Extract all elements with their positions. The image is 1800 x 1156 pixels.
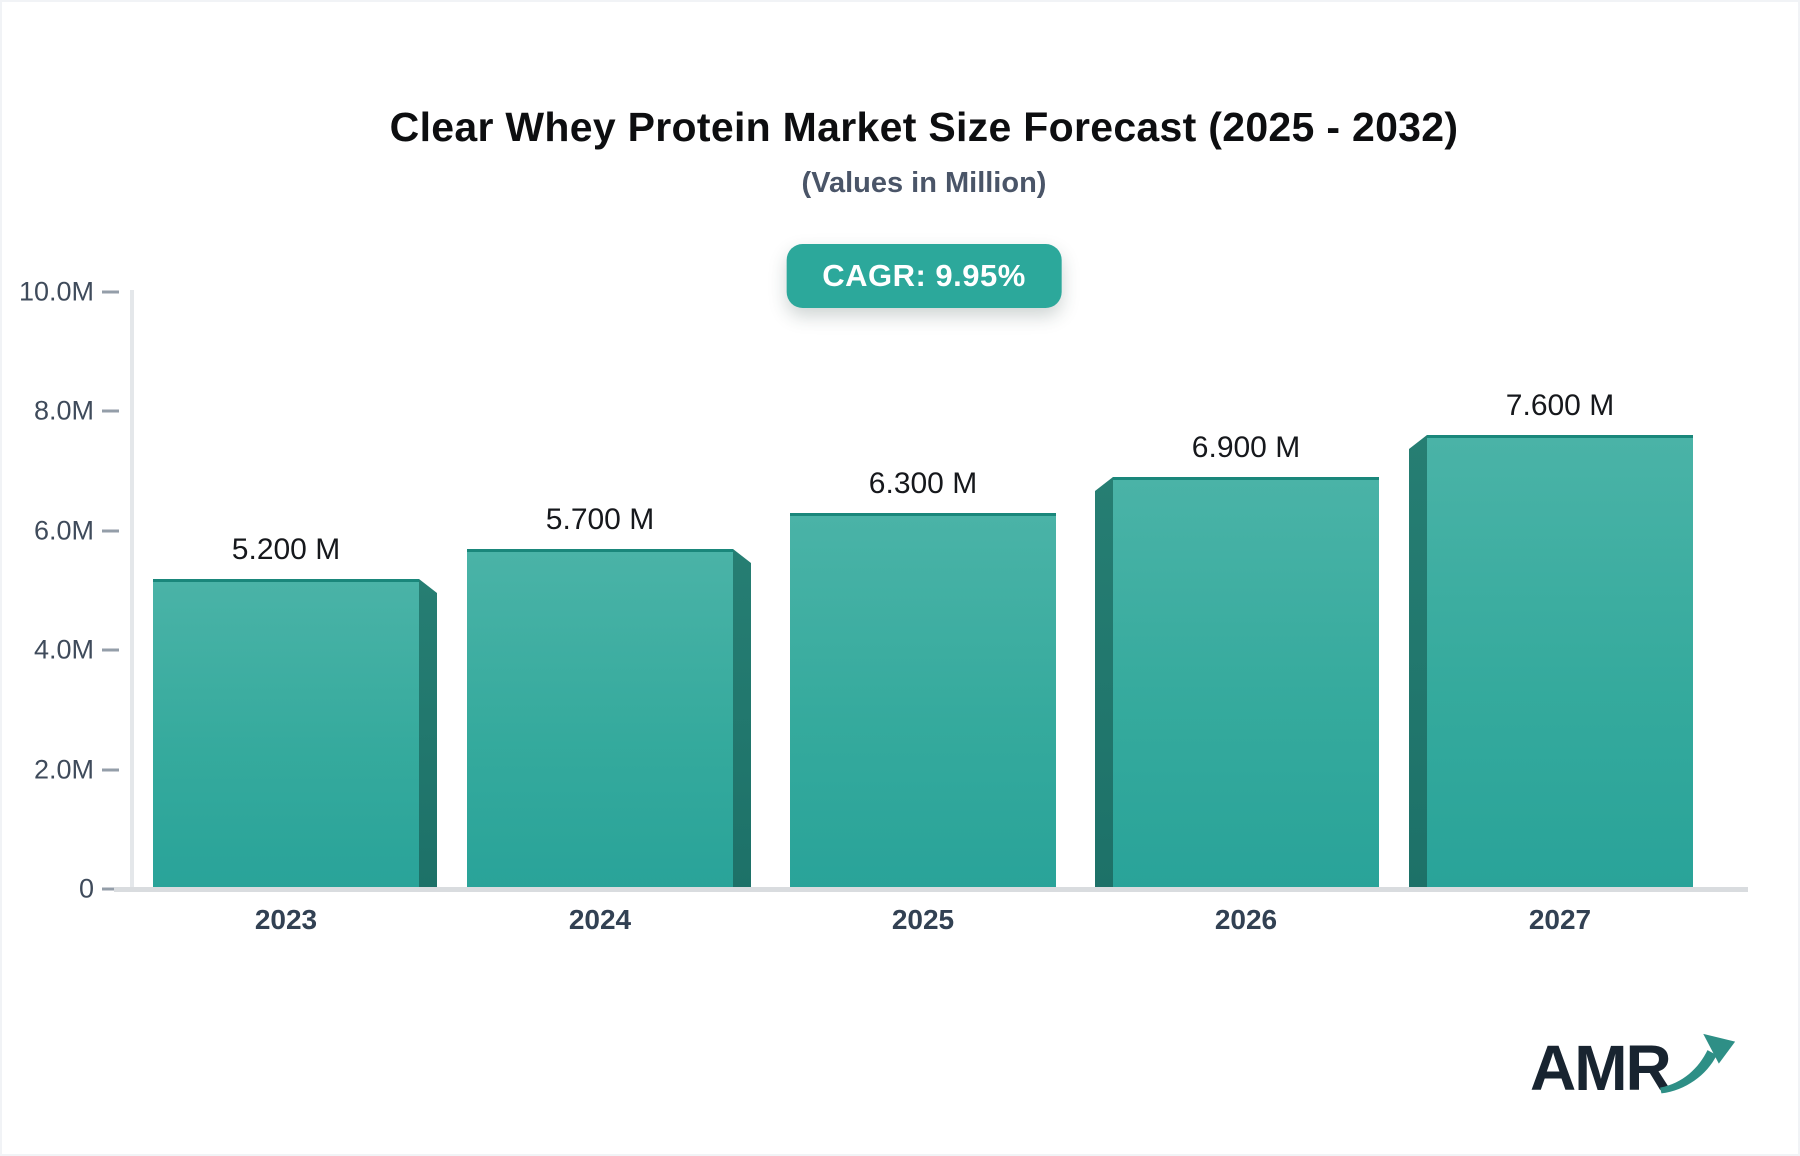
bar-3d-side [419, 579, 437, 889]
y-tick-mark [102, 768, 119, 772]
y-tick-label: 4.0M [33, 634, 94, 665]
bar-face [790, 513, 1056, 889]
chart-header: Clear Whey Protein Market Size Forecast … [390, 104, 1459, 308]
bar-3d-side [1409, 435, 1427, 889]
y-tick-mark [102, 648, 119, 652]
bar-2024 [467, 549, 751, 889]
chart-subtitle: (Values in Million) [801, 167, 1047, 199]
bar-2026 [1095, 477, 1379, 889]
bar-face [1427, 435, 1693, 889]
y-tick-label: 6.0M [33, 515, 94, 546]
y-tick-mark [102, 887, 119, 891]
bar-2027 [1409, 435, 1693, 889]
x-axis-line [114, 887, 1748, 892]
bar-2023 [153, 579, 437, 889]
bar-value-label: 6.900 M [1191, 431, 1301, 464]
y-tick-label: 10.0M [18, 276, 94, 307]
bar-value-label: 6.300 M [868, 467, 978, 500]
x-axis-label: 2025 [891, 904, 955, 935]
x-axis-label: 2023 [254, 904, 318, 935]
bar-3d-side [733, 549, 751, 889]
y-tick-label: 8.0M [33, 395, 94, 426]
x-axis-label: 2024 [568, 904, 632, 935]
y-tick-mark [102, 290, 119, 294]
y-tick-label: 2.0M [33, 754, 94, 785]
bar-value-label: 7.600 M [1505, 389, 1615, 422]
bar-face [1113, 477, 1379, 889]
bar-2025 [790, 513, 1056, 889]
amr-logo-text: AMR [1530, 1032, 1672, 1104]
bar-value-label: 5.200 M [231, 533, 341, 566]
y-tick-label: 0 [78, 873, 94, 904]
chart-title: Clear Whey Protein Market Size Forecast … [389, 104, 1459, 150]
y-axis-line [130, 290, 134, 891]
cagr-badge: CAGR: 9.95% [786, 244, 1062, 308]
bar-face [467, 549, 733, 889]
amr-logo: AMR [1530, 1032, 1738, 1104]
bar-face [153, 579, 419, 889]
y-tick-mark [102, 529, 119, 533]
growth-arrow-icon [1659, 1033, 1735, 1094]
bar-value-label: 5.700 M [545, 503, 655, 536]
y-tick-mark [102, 409, 119, 413]
x-axis-label: 2027 [1528, 904, 1592, 935]
x-axis-label: 2026 [1214, 904, 1278, 935]
bar-3d-side [1095, 477, 1113, 889]
